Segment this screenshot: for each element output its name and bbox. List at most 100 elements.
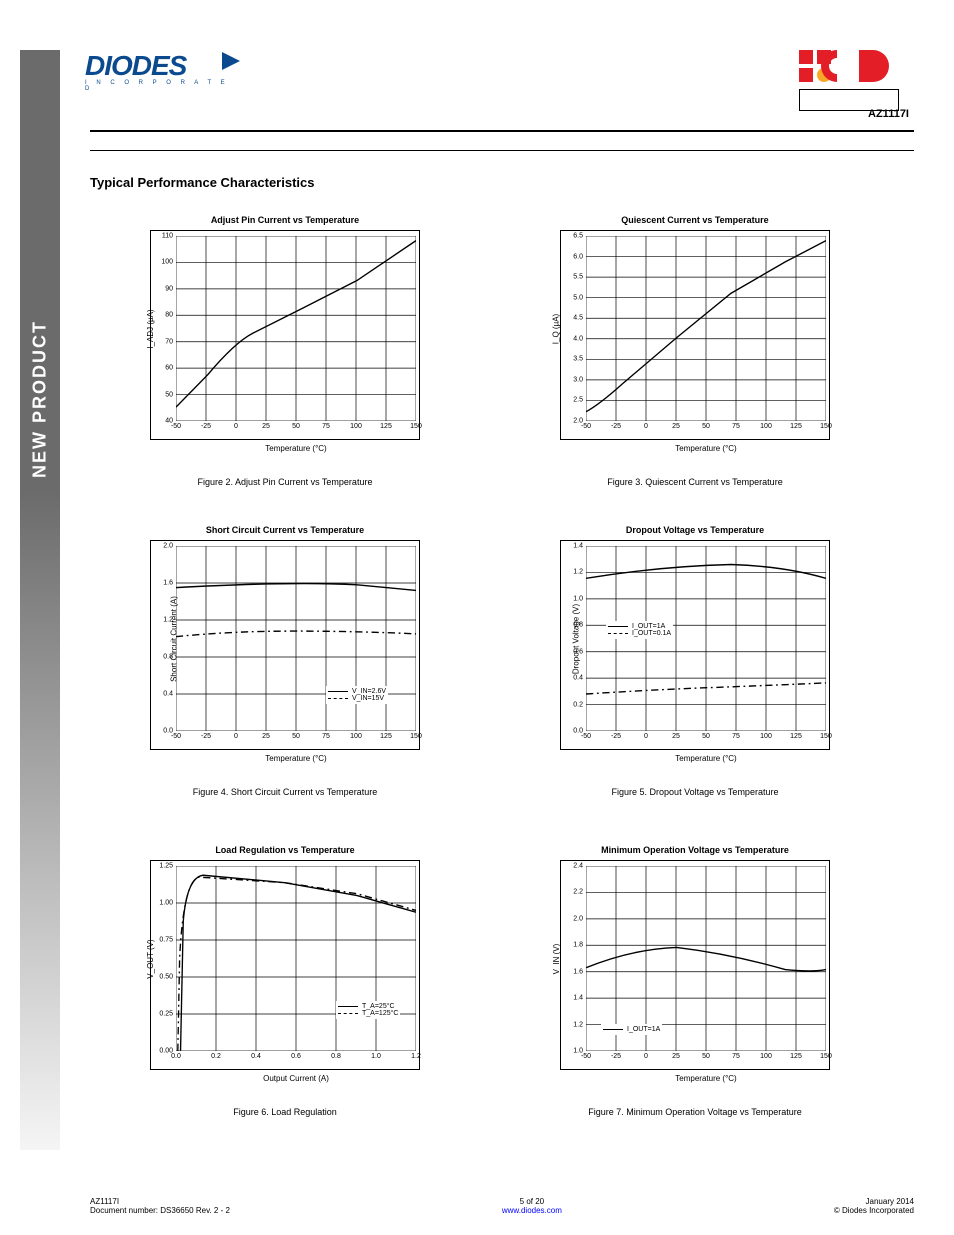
xtick: 50 <box>702 421 710 430</box>
xtick: 125 <box>380 421 392 430</box>
footer-url[interactable]: www.diodes.com <box>502 1206 562 1215</box>
ylabel: Dropout Voltage (V) <box>572 603 581 673</box>
ytick: 1.00 <box>159 900 176 907</box>
chart-title: Short Circuit Current vs Temperature <box>151 525 419 535</box>
xtick: 75 <box>732 1051 740 1060</box>
figure-label: Figure 2. Adjust Pin Current vs Temperat… <box>151 477 419 487</box>
xtick: 50 <box>292 731 300 740</box>
ylabel: V_IN (V) <box>552 943 561 974</box>
ytick: 5.0 <box>573 294 586 301</box>
diodes-logo: DIODES I N C O R P O R A T E D <box>85 50 235 95</box>
figure-label: Figure 6. Load Regulation <box>151 1107 419 1117</box>
ytick: 60 <box>165 365 176 372</box>
xtick: 150 <box>410 421 422 430</box>
footer-left: AZ1117I Document number: DS36650 Rev. 2 … <box>90 1197 230 1215</box>
ytick: 1.4 <box>573 995 586 1002</box>
xtick: 75 <box>732 421 740 430</box>
ytick: 100 <box>161 259 176 266</box>
xtick: 0.8 <box>331 1051 341 1060</box>
xlabel: Output Current (A) <box>176 1074 416 1083</box>
xtick: 100 <box>760 1051 772 1060</box>
xtick: 0.6 <box>291 1051 301 1060</box>
ylabel: Short Circuit Current (A) <box>169 596 178 682</box>
xtick: -50 <box>581 421 591 430</box>
xtick: 125 <box>380 731 392 740</box>
ytick: 4.0 <box>573 335 586 342</box>
ytick: 3.0 <box>573 376 586 383</box>
chart-c1: Adjust Pin Current vs Temperature4050607… <box>150 230 420 440</box>
header-rule-1 <box>90 130 914 132</box>
ytick: 90 <box>165 285 176 292</box>
ytick: 4.5 <box>573 315 586 322</box>
chart-c2: Quiescent Current vs Temperature2.02.53.… <box>560 230 830 440</box>
section-title: Typical Performance Characteristics <box>90 175 314 190</box>
xtick: 100 <box>350 421 362 430</box>
xlabel: Temperature (°C) <box>176 444 416 453</box>
ytick: 70 <box>165 338 176 345</box>
xtick: -50 <box>171 421 181 430</box>
chart-c4: Dropout Voltage vs Temperature0.00.20.40… <box>560 540 830 750</box>
xtick: 75 <box>732 731 740 740</box>
xtick: 125 <box>790 421 802 430</box>
figure-label: Figure 4. Short Circuit Current vs Tempe… <box>151 787 419 797</box>
legend: V_IN=2.6VV_IN=15V <box>326 686 388 704</box>
xtick: 0 <box>234 731 238 740</box>
sidebar-gradient: NEW PRODUCT <box>20 50 60 1150</box>
chart-c3: Short Circuit Current vs Temperature0.00… <box>150 540 420 750</box>
xtick: 1.0 <box>371 1051 381 1060</box>
ytick: 2.0 <box>573 915 586 922</box>
xtick: -25 <box>611 421 621 430</box>
diodes-logo-text: DIODES <box>85 50 235 82</box>
ytick: 1.8 <box>573 942 586 949</box>
ytick: 0.4 <box>163 691 176 698</box>
xtick: 25 <box>262 421 270 430</box>
xtick: 100 <box>760 731 772 740</box>
ytick: 110 <box>162 233 176 240</box>
legend: T_A=25°CT_A=125°C <box>336 1001 400 1019</box>
ytick: 1.6 <box>573 968 586 975</box>
ylabel: I_ADJ (µA) <box>146 309 155 348</box>
xlabel: Temperature (°C) <box>176 754 416 763</box>
ylabel: V_OUT (V) <box>146 939 155 978</box>
xtick: 50 <box>702 1051 710 1060</box>
xtick: 25 <box>672 421 680 430</box>
diodes-logo-sub: I N C O R P O R A T E D <box>85 80 235 92</box>
xtick: 125 <box>790 1051 802 1060</box>
ytick: 0.75 <box>159 937 176 944</box>
ytick: 2.0 <box>163 543 176 550</box>
chart-title: Adjust Pin Current vs Temperature <box>151 215 419 225</box>
legend: I_OUT=1A <box>601 1024 662 1035</box>
sidebar-text: NEW PRODUCT <box>30 320 51 478</box>
figure-label: Figure 5. Dropout Voltage vs Temperature <box>561 787 829 797</box>
xtick: 100 <box>760 421 772 430</box>
bcd-logo <box>799 50 914 105</box>
figure-label: Figure 7. Minimum Operation Voltage vs T… <box>561 1107 829 1117</box>
xtick: 75 <box>322 421 330 430</box>
chart-title: Minimum Operation Voltage vs Temperature <box>561 845 829 855</box>
xtick: 0.2 <box>211 1051 221 1060</box>
chart-c6: Minimum Operation Voltage vs Temperature… <box>560 860 830 1070</box>
ytick: 0.50 <box>159 974 176 981</box>
xtick: -25 <box>611 1051 621 1060</box>
xlabel: Temperature (°C) <box>586 444 826 453</box>
figure-label: Figure 3. Quiescent Current vs Temperatu… <box>561 477 829 487</box>
xtick: 25 <box>672 731 680 740</box>
xtick: 125 <box>790 731 802 740</box>
chart-title: Quiescent Current vs Temperature <box>561 215 829 225</box>
xtick: 0.4 <box>251 1051 261 1060</box>
xtick: 50 <box>292 421 300 430</box>
xtick: 25 <box>672 1051 680 1060</box>
xtick: -25 <box>611 731 621 740</box>
ytick: 0.25 <box>159 1011 176 1018</box>
ytick: 2.4 <box>573 863 586 870</box>
xtick: 0 <box>644 731 648 740</box>
xtick: 150 <box>820 731 832 740</box>
xtick: -50 <box>581 1051 591 1060</box>
ytick: 6.5 <box>573 233 586 240</box>
ytick: 2.2 <box>573 889 586 896</box>
ytick: 1.6 <box>163 580 176 587</box>
ylabel: I_Q (µA) <box>552 313 561 343</box>
legend: I_OUT=1AI_OUT=0.1A <box>606 621 673 639</box>
xtick: 0 <box>644 421 648 430</box>
xtick: 50 <box>702 731 710 740</box>
